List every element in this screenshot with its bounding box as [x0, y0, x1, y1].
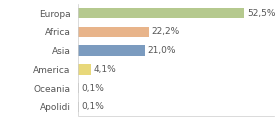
Text: 22,2%: 22,2% [151, 27, 179, 36]
Bar [78, 27, 149, 37]
Bar [78, 83, 79, 93]
Bar [78, 45, 145, 56]
Text: 21,0%: 21,0% [147, 46, 176, 55]
Text: 0,1%: 0,1% [81, 84, 104, 93]
Bar [78, 8, 244, 18]
Bar [78, 102, 79, 112]
Text: 52,5%: 52,5% [247, 9, 276, 18]
Text: 4,1%: 4,1% [94, 65, 117, 74]
Bar [78, 64, 91, 75]
Text: 0,1%: 0,1% [81, 102, 104, 111]
